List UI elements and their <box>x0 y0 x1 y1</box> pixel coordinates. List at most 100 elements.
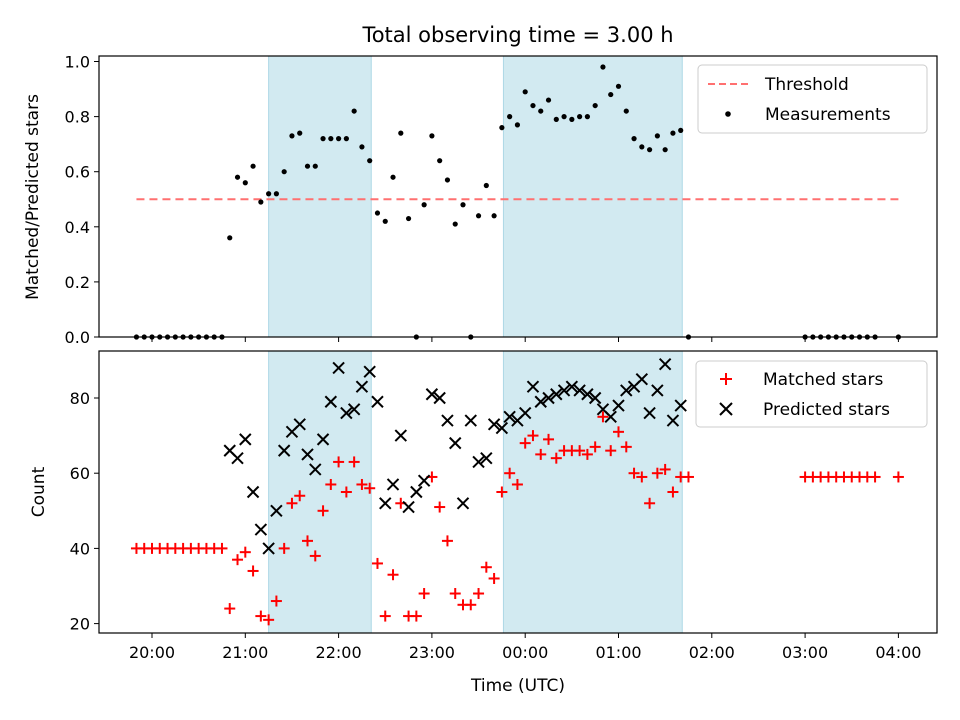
matched-star-point <box>651 467 663 479</box>
predicted-star-point <box>565 380 579 393</box>
matched-star-point <box>644 497 656 509</box>
predicted-star-point <box>456 497 470 510</box>
y-tick-label: 1.0 <box>65 53 90 72</box>
top-plot-area <box>133 64 902 340</box>
bottom-y-ticks: 20 40 60 80 <box>70 389 99 634</box>
measurement-point <box>639 144 645 150</box>
predicted-star-point <box>526 380 540 393</box>
matched-star-point <box>441 535 453 547</box>
bottom-legend: Matched stars Predicted stars <box>695 360 928 428</box>
predicted-star-point <box>394 429 408 442</box>
matched-star-point <box>247 565 259 577</box>
x-tick-label: 21:00 <box>222 643 268 662</box>
measurement-point <box>670 130 676 136</box>
measurements-legend-label: Measurements <box>765 105 891 125</box>
measurement-point <box>530 102 536 109</box>
measurement-point <box>421 202 427 208</box>
x-tick-label: 04:00 <box>875 643 921 662</box>
measurement-point <box>608 91 614 98</box>
top-axes-frame <box>98 55 938 338</box>
matched-star-point <box>434 501 446 513</box>
matched-star-point <box>535 448 547 460</box>
predicted-legend-swatch <box>719 402 733 416</box>
predicted-star-point <box>301 448 314 461</box>
predicted-star-point <box>480 451 493 465</box>
matched-star-point <box>667 486 679 498</box>
predicted-star-point <box>340 406 353 420</box>
measurement-point <box>623 108 629 114</box>
measurement-point <box>227 235 233 241</box>
matched-star-point <box>340 486 352 498</box>
matched-star-point <box>620 441 632 453</box>
matched-star-point <box>317 505 329 517</box>
measurement-point <box>662 147 668 153</box>
predicted-star-point <box>464 414 477 427</box>
x-tick-label: 22:00 <box>316 643 362 662</box>
y-tick-label: 40 <box>70 539 90 558</box>
measurement-point <box>234 174 241 180</box>
measurement-point <box>452 221 458 227</box>
matched-star-point <box>325 478 337 490</box>
y-tick-label: 0.2 <box>65 273 90 292</box>
x-tick-label: 23:00 <box>409 643 455 662</box>
predicted-star-point <box>347 403 361 416</box>
measurement-point <box>545 97 552 103</box>
measurement-point <box>647 147 653 153</box>
matched-star-point <box>216 542 228 554</box>
matched-star-point <box>278 542 290 554</box>
predicted-star-point <box>449 436 462 450</box>
matched-star-point <box>333 456 345 468</box>
predicted-star-point <box>293 418 306 431</box>
matched-star-point <box>597 411 609 423</box>
matched-star-point <box>480 561 492 573</box>
predicted-star-point <box>620 384 633 397</box>
measurement-point <box>320 136 326 142</box>
matched-legend-label: Matched stars <box>763 370 883 390</box>
top-y-ticks: 0.0 0.2 0.4 0.6 0.8 1.0 <box>65 53 99 347</box>
measurement-point <box>382 218 388 224</box>
predicted-star-point <box>417 474 431 487</box>
predicted-star-point <box>355 380 369 393</box>
matched-star-point <box>302 535 313 547</box>
matched-star-point <box>659 463 671 475</box>
measurement-point <box>654 133 660 139</box>
predicted-star-point <box>534 395 547 408</box>
predicted-star-point <box>270 504 283 518</box>
matched-star-point <box>371 557 383 569</box>
shaded-interval-2 <box>502 350 683 634</box>
y-tick-label: 0.0 <box>65 328 90 347</box>
matched-star-point <box>511 478 523 490</box>
measurement-point <box>250 163 256 169</box>
measurement-point <box>336 136 342 142</box>
predicted-star-point <box>316 433 330 446</box>
matched-star-point <box>527 430 539 442</box>
measurement-point <box>398 130 404 136</box>
matched-star-point <box>581 448 593 460</box>
threshold-legend-label: Threshold <box>764 75 849 95</box>
matched-star-point <box>550 452 562 464</box>
predicted-star-point <box>402 500 415 514</box>
y-tick-label: 0.6 <box>65 163 90 182</box>
matched-star-point <box>239 546 251 558</box>
measurement-point <box>343 136 349 142</box>
matched-star-point <box>364 482 376 494</box>
bottom-legend-box <box>695 360 928 428</box>
matched-star-point <box>410 610 422 622</box>
matched-legend-swatch <box>720 373 732 385</box>
predicted-star-point <box>410 485 423 499</box>
predicted-star-point <box>246 485 260 499</box>
matched-star-point <box>636 471 648 483</box>
bottom-panel: 20 40 60 80 20:00 21:00 22:00 23:00 00:00 01:00 0… <box>29 350 938 696</box>
measurement-point <box>631 136 637 142</box>
matched-star-point <box>286 497 298 509</box>
measurement-point <box>359 144 365 150</box>
matched-star-point <box>488 572 500 584</box>
matched-star-point <box>379 610 391 622</box>
measurement-point <box>499 125 505 131</box>
matched-star-point <box>892 471 904 483</box>
matched-star-point <box>605 445 617 457</box>
matched-star-point <box>224 603 236 615</box>
measurement-point <box>242 180 248 186</box>
predicted-star-point <box>542 391 555 405</box>
